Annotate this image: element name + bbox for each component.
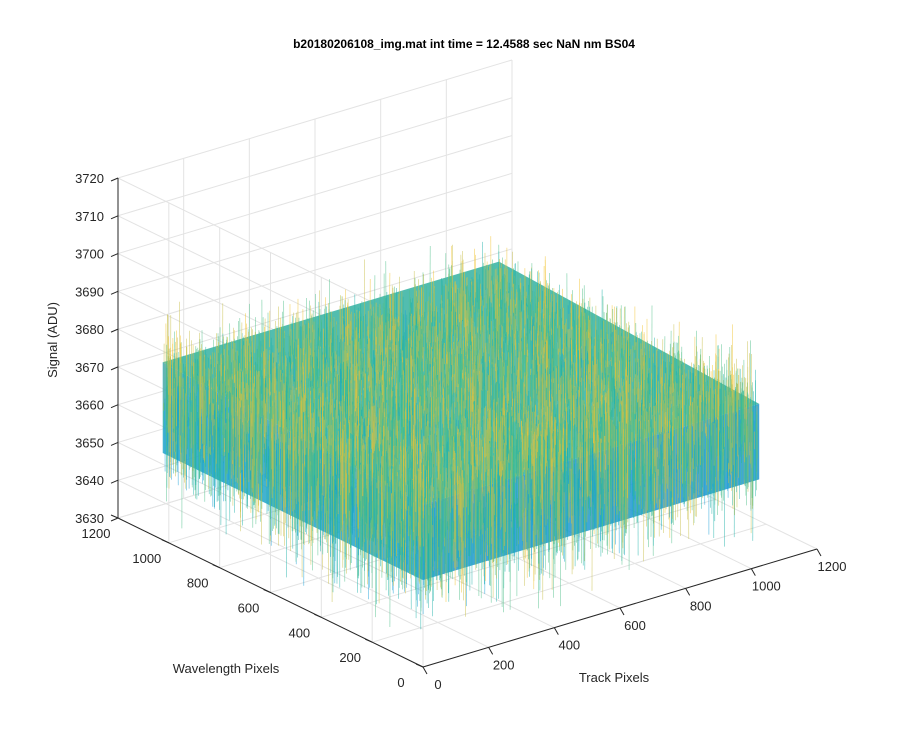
back-wall-grid-line bbox=[117, 248, 513, 368]
back-wall-grid-line bbox=[117, 97, 513, 217]
back-wall-grid-line bbox=[117, 135, 513, 255]
surface-mesh bbox=[162, 236, 760, 630]
back-wall-grid-line bbox=[117, 210, 513, 330]
back-wall-grid-line bbox=[117, 172, 513, 292]
back-wall-grid-line bbox=[117, 59, 513, 179]
left-wall-grid-line bbox=[117, 479, 424, 630]
chart-title: b20180206108_img.mat int time = 12.4588 … bbox=[293, 37, 635, 51]
floor-grid-line bbox=[372, 523, 767, 643]
